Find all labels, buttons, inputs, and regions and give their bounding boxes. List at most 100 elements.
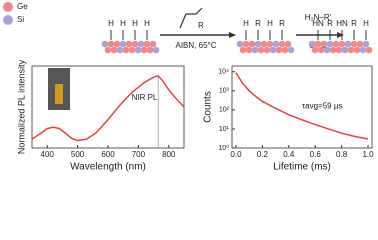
atom xyxy=(350,40,358,48)
atom xyxy=(128,46,136,54)
atom xyxy=(308,40,316,48)
atom xyxy=(113,40,121,48)
atom xyxy=(152,46,160,54)
substituent: H xyxy=(144,19,150,28)
atom xyxy=(140,46,148,54)
atom xyxy=(131,40,139,48)
ge-swatch xyxy=(3,2,13,12)
y-tick-label: 10² xyxy=(219,107,230,114)
substituent: R xyxy=(327,19,333,28)
atom xyxy=(365,46,373,54)
atom xyxy=(254,40,262,48)
x-tick-label: 400 xyxy=(41,150,55,159)
atom xyxy=(278,40,286,48)
substituent: H xyxy=(132,19,138,28)
atom xyxy=(281,46,289,54)
substituent: R xyxy=(255,19,261,28)
scheme: Ge Si R AIBN, 65°C H₂N–R' 65°C xyxy=(3,2,344,50)
legend-si: Si xyxy=(17,15,24,24)
atom xyxy=(335,46,343,54)
y-tick-label: 10¹ xyxy=(219,126,230,133)
atom xyxy=(356,40,364,48)
atom xyxy=(257,46,265,54)
atom xyxy=(323,46,331,54)
substituent: HN xyxy=(336,19,348,28)
atom xyxy=(284,40,292,48)
x-tick-label: 600 xyxy=(101,150,115,159)
atom xyxy=(266,40,274,48)
y-axis-label: Normalized PL intensity xyxy=(16,59,26,154)
substituent: H xyxy=(267,19,273,28)
atom xyxy=(263,46,271,54)
substituent: H xyxy=(243,19,249,28)
atom xyxy=(320,40,328,48)
atom xyxy=(104,46,112,54)
x-tick-label: 0.0 xyxy=(230,150,242,159)
substituent: H xyxy=(363,19,369,28)
substituent: HN xyxy=(312,19,324,28)
y-axis-label: Counts xyxy=(203,91,214,123)
atom xyxy=(245,46,253,54)
inset-vial xyxy=(55,84,63,104)
legend-ge: Ge xyxy=(17,2,28,11)
y-tick-label: 10³ xyxy=(219,88,230,95)
atom xyxy=(242,40,250,48)
substituent: R xyxy=(351,19,357,28)
atom xyxy=(137,40,145,48)
atom xyxy=(110,46,118,54)
atom xyxy=(146,46,154,54)
data-line xyxy=(31,74,185,142)
si-swatch xyxy=(3,15,13,25)
x-tick-label: 700 xyxy=(132,150,146,159)
reagent-2: H₂N–R' xyxy=(305,13,332,22)
arrow-head-2 xyxy=(337,32,344,38)
substituent: H xyxy=(108,19,114,28)
atom xyxy=(269,46,277,54)
atom xyxy=(341,46,349,54)
atom xyxy=(311,46,319,54)
atom xyxy=(314,40,322,48)
atom xyxy=(119,40,127,48)
x-tick-label: 500 xyxy=(71,150,85,159)
x-axis-label: Lifetime (ms) xyxy=(273,162,331,173)
annotation: NIR PL xyxy=(132,93,158,102)
y-tick-label: 10⁴ xyxy=(218,69,229,76)
figure: Ge Si R AIBN, 65°C H₂N–R' 65°C HHHHHRHRH… xyxy=(3,2,374,173)
atom xyxy=(338,40,346,48)
substituent: H xyxy=(120,19,126,28)
atom xyxy=(248,40,256,48)
atom xyxy=(116,46,124,54)
atom xyxy=(353,46,361,54)
step-1: AIBN, 65°C xyxy=(176,41,217,50)
arrow-head-1 xyxy=(229,32,236,38)
substituent: R xyxy=(279,19,285,28)
atom xyxy=(332,40,340,48)
x-axis-label: Wavelength (nm) xyxy=(70,162,146,173)
atom xyxy=(236,40,244,48)
atom xyxy=(329,46,337,54)
y-tick-label: 10⁰ xyxy=(218,144,229,152)
atom xyxy=(122,46,130,54)
x-tick-label: 1.0 xyxy=(362,150,374,159)
atom xyxy=(362,40,370,48)
reagent-1: R xyxy=(198,21,204,30)
annotation: τavg=59 µs xyxy=(302,102,342,111)
alkene xyxy=(179,7,203,29)
atom xyxy=(287,46,295,54)
data-line xyxy=(235,72,369,140)
atom xyxy=(107,40,115,48)
atom xyxy=(272,40,280,48)
atom xyxy=(326,40,334,48)
atom xyxy=(143,40,151,48)
x-tick-label: 800 xyxy=(162,150,176,159)
x-tick-label: 0.6 xyxy=(310,150,322,159)
atom xyxy=(239,46,247,54)
plot-frame xyxy=(231,65,373,149)
x-tick-label: 0.4 xyxy=(283,150,295,159)
atom xyxy=(359,46,367,54)
atom xyxy=(260,40,268,48)
atom xyxy=(317,46,325,54)
x-tick-label: 0.8 xyxy=(336,150,348,159)
atom xyxy=(344,40,352,48)
x-tick-label: 0.2 xyxy=(257,150,269,159)
